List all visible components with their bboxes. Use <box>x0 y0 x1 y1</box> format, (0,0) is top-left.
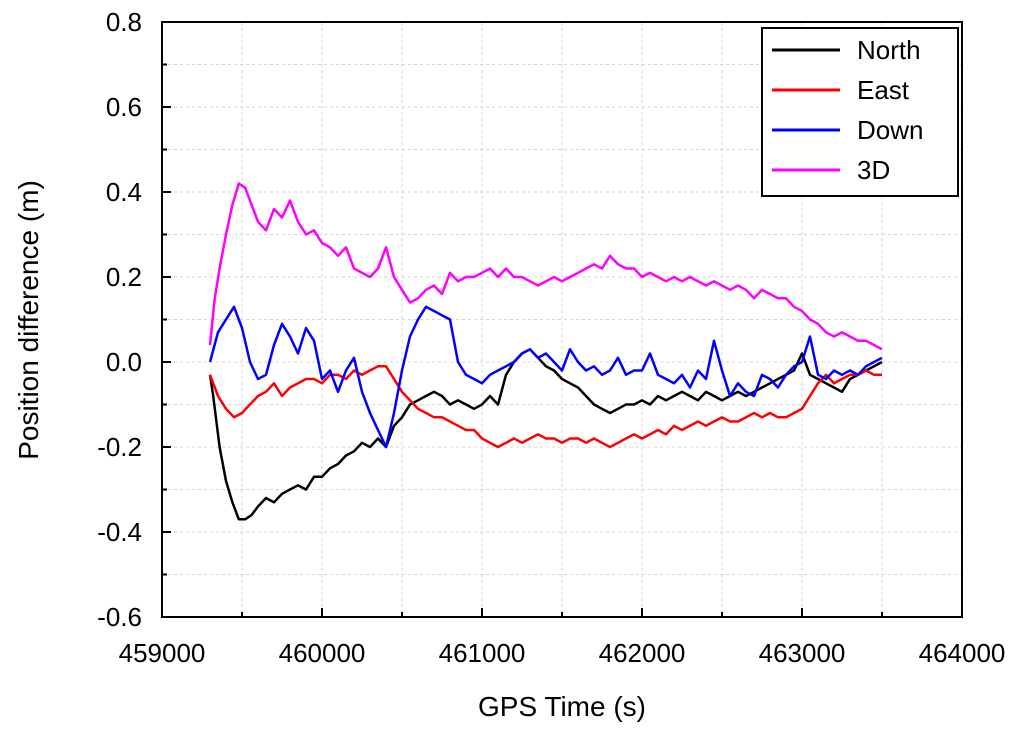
axis-ticks <box>161 21 963 618</box>
legend-frame <box>761 27 959 197</box>
y-tick-label: -0.2 <box>97 432 142 462</box>
series-line-3d <box>208 182 883 351</box>
x-tick-label: 459000 <box>119 638 206 668</box>
x-tick-label: 462000 <box>599 638 686 668</box>
y-tick-label: 0.2 <box>106 262 142 292</box>
x-tick-label: 464000 <box>919 638 1006 668</box>
y-tick-label: 0.6 <box>106 92 142 122</box>
legend-label-east: East <box>857 75 910 105</box>
y-axis-tick-labels: -0.6 -0.4 -0.2 0.0 0.2 0.4 0.6 0.8 <box>97 7 142 632</box>
y-tick-label: 0.0 <box>106 347 142 377</box>
legend-label-3d: 3D <box>857 155 890 185</box>
series-lines <box>208 182 883 521</box>
legend: North East Down 3D <box>761 27 959 197</box>
y-tick-label: -0.4 <box>97 517 142 547</box>
x-tick-label: 463000 <box>759 638 846 668</box>
x-tick-label: 461000 <box>439 638 526 668</box>
legend-label-down: Down <box>857 115 923 145</box>
legend-label-north: North <box>857 35 921 65</box>
y-tick-label: 0.4 <box>106 177 142 207</box>
x-tick-label: 460000 <box>279 638 366 668</box>
series-line-down <box>208 305 883 449</box>
y-tick-label: -0.6 <box>97 602 142 632</box>
x-axis-title: GPS Time (s) <box>478 691 646 722</box>
x-axis-tick-labels: 459000 460000 461000 462000 463000 464000 <box>119 638 1006 668</box>
series-line-east <box>208 365 882 449</box>
y-tick-label: 0.8 <box>106 7 142 37</box>
y-axis-title: Position difference (m) <box>13 180 44 460</box>
